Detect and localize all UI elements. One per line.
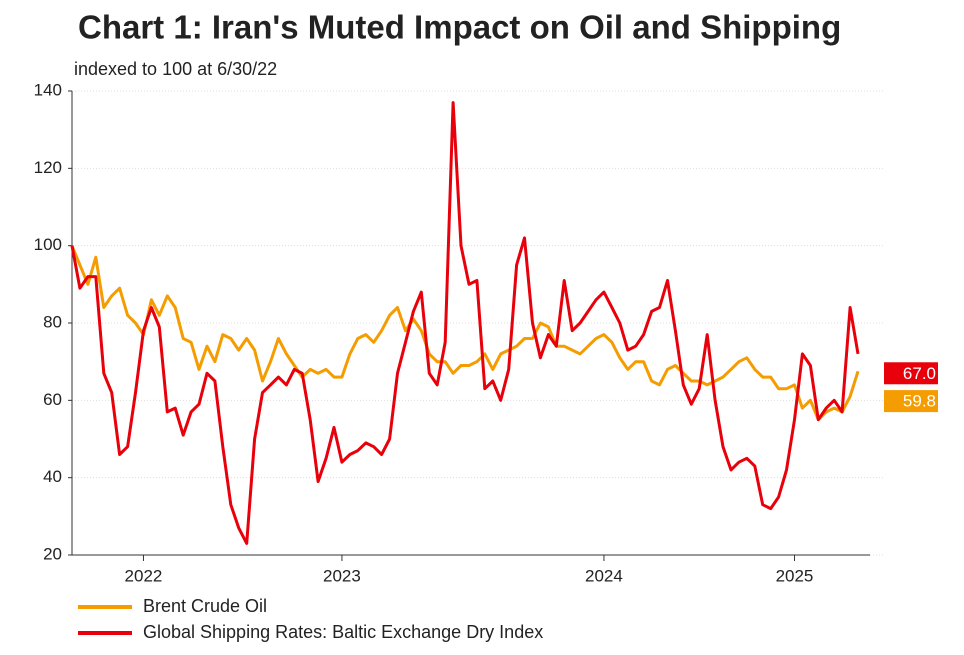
end-label-box <box>884 390 938 413</box>
x-tick-label: 2023 <box>323 566 361 585</box>
end-label: 59.8 <box>903 392 936 411</box>
y-tick-label: 80 <box>43 312 62 331</box>
y-tick-label: 20 <box>43 544 62 563</box>
legend-label: Brent Crude Oil <box>143 596 267 616</box>
x-tick-label: 2022 <box>125 566 163 585</box>
chart-subtitle: indexed to 100 at 6/30/22 <box>74 59 277 79</box>
x-tick-label: 2025 <box>776 566 814 585</box>
series-line <box>70 101 860 545</box>
y-tick-label: 100 <box>34 235 62 254</box>
series-line <box>70 245 860 422</box>
end-label-box <box>884 362 938 385</box>
end-label: 67.0 <box>903 364 936 383</box>
y-tick-label: 60 <box>43 390 62 409</box>
y-tick-label: 40 <box>43 467 62 486</box>
x-tick-label: 2024 <box>585 566 623 585</box>
chart-title: Chart 1: Iran's Muted Impact on Oil and … <box>78 9 841 46</box>
y-tick-label: 120 <box>34 158 62 177</box>
legend-label: Global Shipping Rates: Baltic Exchange D… <box>143 622 543 642</box>
y-tick-label: 140 <box>34 80 62 99</box>
